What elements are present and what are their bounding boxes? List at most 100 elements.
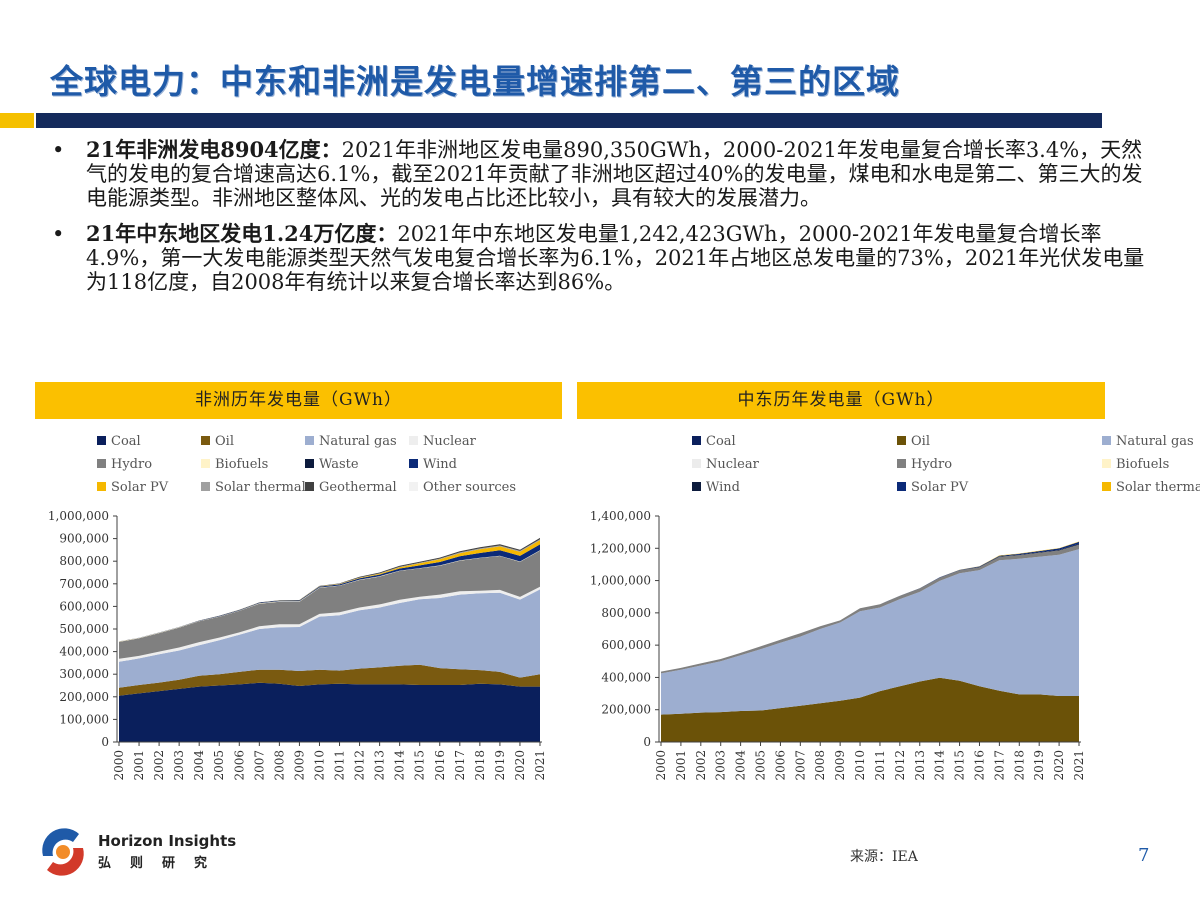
x-tick-label: 2011 — [333, 750, 347, 781]
y-tick-label: 400,000 — [601, 670, 651, 684]
y-tick-label: 600,000 — [601, 638, 651, 652]
legend-item: Nuclear — [692, 457, 759, 472]
x-tick-label: 2012 — [353, 750, 367, 781]
legend-label: Solar thermal — [1116, 480, 1200, 495]
legend-swatch — [1102, 459, 1111, 468]
legend-swatch — [201, 459, 210, 468]
legend-swatch — [305, 459, 314, 468]
africa-area-chart: 0 100,000 200,000 300,000 400,000 500,000 600,… — [48, 509, 547, 781]
page-title: 全球电力：中东和非洲是发电量增速排第二、第三的区域 — [50, 62, 900, 101]
y-tick-label: 700,000 — [59, 577, 109, 591]
legend-swatch — [97, 482, 106, 491]
x-tick-label: 2019 — [1032, 750, 1046, 781]
legend-label: Natural gas — [319, 434, 397, 449]
area-series-oil — [119, 664, 540, 696]
legend-label: Oil — [215, 434, 234, 449]
legend-label: Nuclear — [706, 457, 759, 472]
area-series-hydro — [119, 550, 540, 659]
legend-item: Nuclear — [409, 434, 476, 449]
legend-label: Other sources — [423, 480, 517, 495]
x-tick-label: 2016 — [972, 750, 986, 781]
area-series-oil — [661, 677, 1079, 742]
legend-item: Solar PV — [897, 480, 968, 495]
source-note: 来源：IEA — [850, 849, 918, 865]
bullet-africa-text: 2021年非洲地区发电量890,350GWh，2000-2021年发电量复合增长… — [86, 138, 1143, 210]
legend-swatch — [897, 459, 906, 468]
x-tick-label: 2009 — [833, 750, 847, 781]
brand-name-cn: 弘则研究 — [98, 856, 227, 871]
legend-item: Oil — [897, 434, 930, 449]
bullet-middle-east-text: 2021年中东地区发电量1,242,423GWh，2000-2021年发电量复合… — [86, 222, 1145, 294]
x-tick-label: 2017 — [453, 750, 467, 781]
y-tick-label: 500,000 — [59, 622, 109, 636]
legend-item: Coal — [97, 434, 141, 449]
brand-name: Horizon Insights — [98, 832, 237, 850]
legend-swatch — [409, 482, 418, 491]
y-tick-label: 100,000 — [59, 712, 109, 726]
legend-item: Waste — [305, 457, 359, 472]
legend-item: Geothermal — [305, 480, 397, 495]
y-tick-label: 200,000 — [601, 703, 651, 717]
x-tick-label: 2020 — [1052, 750, 1066, 781]
y-tick-label: 1,000,000 — [48, 509, 109, 523]
x-tick-label: 2020 — [513, 750, 527, 781]
legend-label: Waste — [319, 457, 359, 472]
x-tick-label: 2018 — [473, 750, 487, 781]
middle-east-area-chart: 0 200,000 400,000 600,000 800,000 1,000,000 1,… — [590, 509, 1086, 781]
bullet-africa-heading: 21年非洲发电8904亿度： — [86, 137, 342, 162]
legend-label: Hydro — [111, 457, 153, 472]
legend-item: Coal — [692, 434, 736, 449]
page-number: 7 — [1138, 845, 1150, 866]
middle-east-chart-legend: Coal Oil Natural gas Nuclear Hydro Biofuels Wi… — [692, 434, 1200, 504]
y-tick-label: 300,000 — [59, 667, 109, 681]
legend-swatch — [692, 482, 701, 491]
middle-east-chart-header: 中东历年发电量（GWh） — [577, 382, 1105, 419]
bullet-africa: • 21年非洲发电8904亿度：2021年非洲地区发电量890,350GWh，2… — [52, 137, 1147, 211]
legend-swatch — [692, 459, 701, 468]
legend-label: Biofuels — [215, 457, 269, 472]
legend-label: Solar thermal — [215, 480, 306, 495]
legend-label: Solar PV — [911, 480, 969, 495]
area-series-wind — [119, 544, 540, 642]
y-tick-label: 400,000 — [59, 645, 109, 659]
legend-item: Solar thermal — [1102, 480, 1200, 495]
area-series-hydro — [661, 544, 1079, 674]
legend-item: Biofuels — [201, 457, 268, 472]
legend-label: Nuclear — [423, 434, 476, 449]
x-tick-label: 2010 — [853, 750, 867, 781]
legend-label: Wind — [706, 480, 740, 495]
legend-swatch — [692, 436, 701, 445]
legend-item: Wind — [692, 480, 740, 495]
legend-swatch — [305, 436, 314, 445]
legend-label: Geothermal — [319, 480, 397, 495]
y-tick-label: 900,000 — [59, 532, 109, 546]
legend-item: Solar thermal — [201, 480, 306, 495]
y-tick-label: 1,000,000 — [590, 574, 651, 588]
legend-swatch — [897, 436, 906, 445]
legend-swatch — [305, 482, 314, 491]
legend-label: Oil — [911, 434, 930, 449]
x-tick-label: 2019 — [493, 750, 507, 781]
y-tick-label: 600,000 — [59, 599, 109, 613]
legend-swatch — [409, 436, 418, 445]
x-tick-label: 2008 — [272, 750, 286, 781]
africa-chart-header: 非洲历年发电量（GWh） — [35, 382, 562, 419]
y-tick-label: 800,000 — [59, 554, 109, 568]
x-tick-label: 2014 — [393, 750, 407, 781]
bullet-marker: • — [52, 222, 65, 246]
x-tick-label: 2014 — [933, 750, 947, 781]
legend-label: Natural gas — [1116, 434, 1194, 449]
x-tick-label: 2021 — [533, 750, 547, 781]
bullet-list: • 21年非洲发电8904亿度：2021年非洲地区发电量890,350GWh，2… — [52, 138, 1147, 306]
legend-swatch — [201, 482, 210, 491]
rule-accent-navy — [36, 113, 1102, 128]
x-tick-label: 2016 — [433, 750, 447, 781]
area-series-solar-pv — [119, 540, 540, 642]
legend-label: Hydro — [911, 457, 953, 472]
area-series-natural-gas — [661, 549, 1079, 715]
y-tick-label: 800,000 — [601, 606, 651, 620]
legend-swatch — [1102, 482, 1111, 491]
legend-item: Hydro — [97, 457, 152, 472]
horizon-insights-logo-icon — [39, 828, 87, 876]
area-series-natural-gas — [119, 589, 540, 688]
